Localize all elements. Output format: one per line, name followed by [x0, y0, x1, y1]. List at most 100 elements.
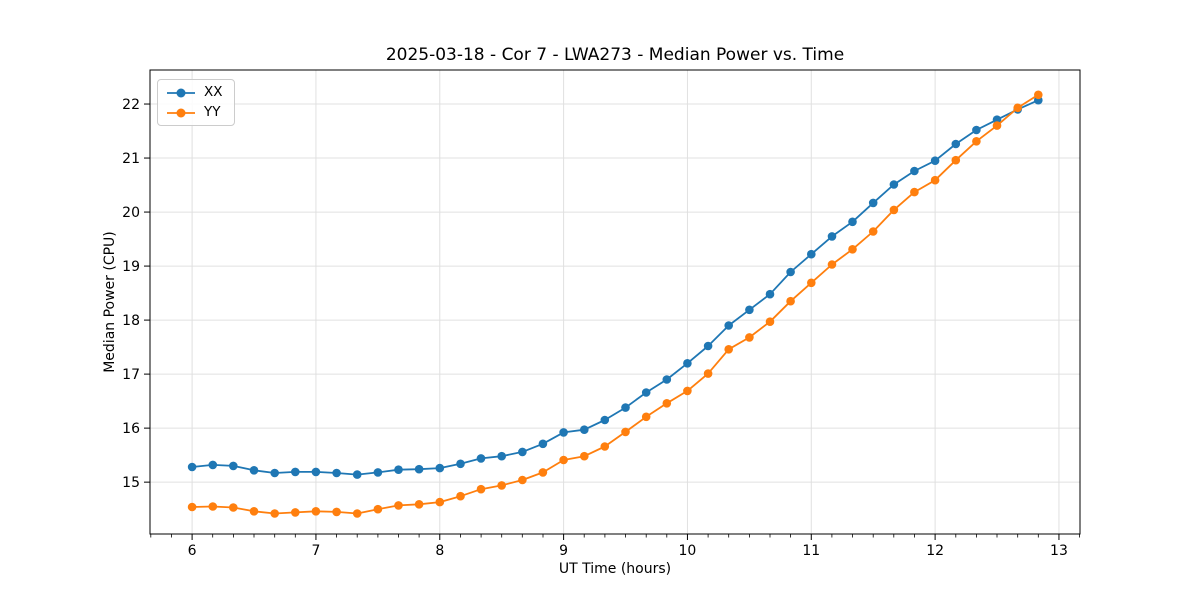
data-point-xx	[765, 289, 775, 299]
data-point-yy	[580, 451, 589, 461]
data-point-xx	[724, 321, 733, 330]
x-tick-label: 7	[311, 543, 320, 559]
data-point-yy	[291, 508, 300, 517]
data-point-yy	[930, 175, 940, 185]
data-point-xx	[249, 466, 259, 475]
y-tick-label: 15	[122, 475, 140, 491]
legend-label-yy: YY	[204, 104, 221, 120]
data-point-yy	[352, 509, 362, 518]
data-point-yy	[518, 475, 527, 485]
data-point-yy	[600, 442, 610, 451]
data-point-yy	[724, 345, 733, 354]
data-point-xx	[518, 447, 527, 457]
series-xx	[187, 95, 1043, 479]
data-point-yy	[187, 502, 197, 512]
data-point-xx	[683, 359, 692, 368]
data-point-xx	[456, 459, 465, 469]
data-point-xx	[270, 468, 280, 478]
data-point-xx	[910, 166, 919, 176]
data-point-yy	[992, 121, 1002, 130]
data-point-yy	[827, 260, 837, 269]
data-point-yy	[662, 399, 672, 408]
data-point-yy	[414, 500, 424, 509]
x-tick-label: 11	[802, 543, 820, 559]
data-point-xx	[373, 468, 383, 477]
data-point-xx	[745, 305, 754, 315]
data-point-xx	[352, 470, 362, 479]
data-point-xx	[600, 415, 610, 425]
x-axis-ticks: 6 7 8 9 10 11 12 13	[150, 534, 1080, 559]
data-point-yy	[1034, 90, 1043, 100]
data-point-yy	[972, 137, 981, 146]
data-point-xx	[538, 439, 548, 449]
data-point-xx	[187, 462, 197, 472]
data-point-xx	[559, 428, 568, 437]
data-point-xx	[497, 451, 507, 461]
x-tick-label: 10	[679, 543, 697, 559]
data-point-yy	[208, 502, 218, 511]
data-point-yy	[249, 507, 259, 516]
data-point-xx	[311, 467, 321, 477]
y-tick-label: 22	[122, 97, 140, 113]
data-point-yy	[559, 455, 568, 465]
data-point-yy	[807, 278, 816, 288]
data-point-xx	[992, 115, 1002, 124]
data-point-xx	[208, 460, 218, 470]
data-point-xx	[291, 467, 300, 477]
data-point-yy	[229, 503, 238, 512]
data-point-xx	[703, 341, 713, 351]
data-point-xx	[332, 468, 341, 478]
y-tick-label: 17	[122, 367, 140, 383]
plot-background	[150, 70, 1080, 534]
x-tick-label: 13	[1050, 543, 1068, 559]
data-point-xx	[807, 249, 816, 259]
data-point-yy	[621, 427, 630, 437]
data-point-yy	[951, 155, 961, 165]
legend-item-yy: YY	[166, 105, 223, 120]
data-point-xx	[827, 232, 837, 241]
data-point-yy	[270, 509, 280, 518]
y-axis-label: Median Power (CPU)	[102, 231, 118, 373]
data-point-xx	[621, 403, 630, 412]
data-point-yy	[476, 484, 486, 494]
y-tick-label: 16	[122, 421, 140, 437]
legend: XX YY	[157, 79, 235, 126]
data-point-yy	[703, 369, 713, 378]
x-tick-label: 6	[188, 543, 197, 559]
data-point-xx	[786, 267, 795, 277]
data-point-xx	[889, 180, 899, 189]
data-point-yy	[683, 386, 692, 396]
x-tick-label: 9	[559, 543, 568, 559]
data-point-xx	[476, 454, 486, 463]
data-point-yy	[641, 412, 651, 422]
grid	[150, 70, 1080, 534]
data-point-yy	[765, 317, 775, 327]
data-point-xx	[414, 464, 424, 474]
data-point-yy	[394, 501, 403, 510]
data-point-xx	[394, 465, 403, 475]
data-point-yy	[1013, 103, 1022, 113]
data-point-xx	[662, 375, 672, 384]
data-point-yy	[497, 481, 507, 490]
data-point-yy	[910, 187, 919, 197]
y-tick-label: 21	[122, 151, 140, 167]
data-point-xx	[972, 125, 981, 135]
data-point-yy	[456, 491, 465, 501]
chart-title: 2025-03-18 - Cor 7 - LWA273 - Median Pow…	[385, 45, 845, 65]
legend-label-xx: XX	[204, 84, 223, 100]
axes-frame	[149, 69, 1081, 535]
data-point-xx	[435, 463, 445, 473]
legend-item-xx: XX	[166, 85, 223, 100]
y-axis-ticks: 15 16 17 18 19 20 21 22	[122, 97, 150, 491]
data-point-yy	[373, 504, 383, 514]
data-point-yy	[311, 507, 321, 516]
data-point-xx	[641, 388, 651, 397]
data-point-yy	[538, 468, 548, 477]
xx-line-marker-icon	[167, 88, 195, 97]
yy-line-marker-icon	[167, 108, 195, 117]
data-point-yy	[848, 245, 857, 254]
data-point-yy	[745, 333, 754, 342]
series-yy	[187, 90, 1043, 518]
